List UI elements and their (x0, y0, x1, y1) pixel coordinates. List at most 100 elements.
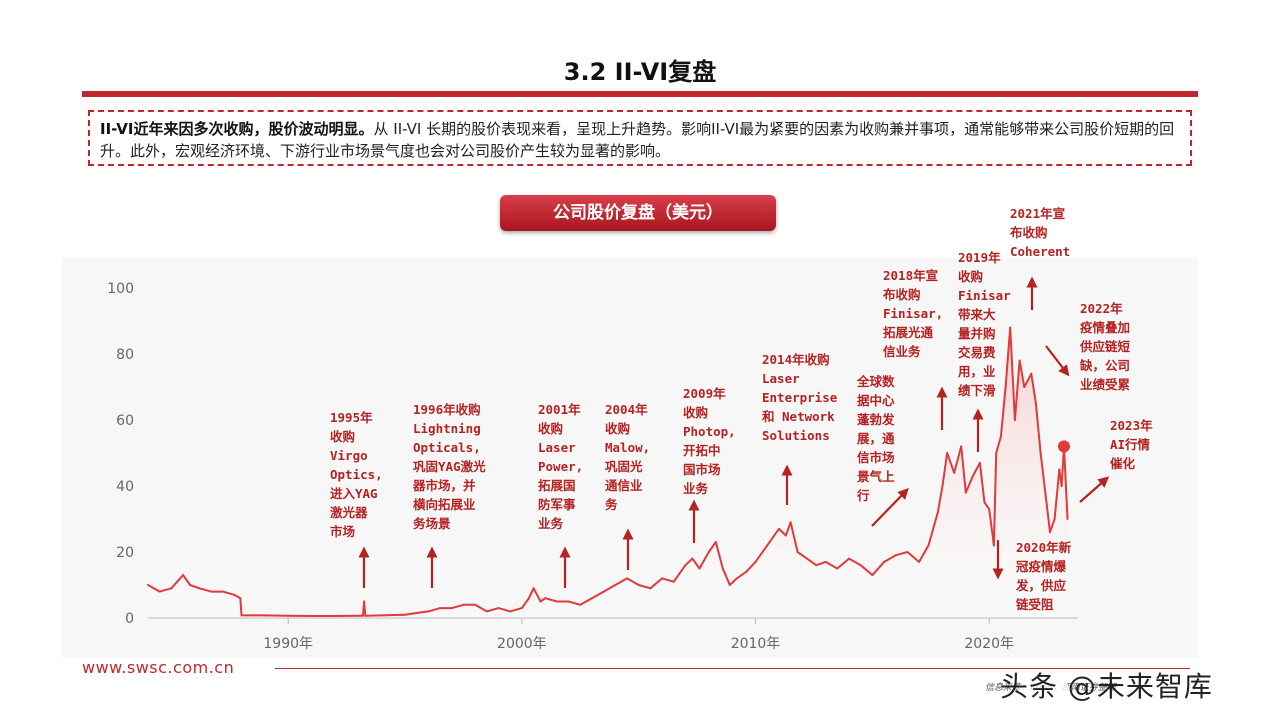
price-line-segment (766, 527, 780, 547)
price-line-segment (221, 590, 236, 596)
price-line-segment (170, 574, 185, 590)
price-line-segment (415, 610, 430, 614)
annotation-line: 务场景 (413, 516, 451, 531)
annotation-line: Laser (762, 371, 800, 386)
price-line-segment (721, 567, 731, 586)
annotation-line: Coherent (1010, 244, 1070, 259)
y-tick-label: 100 (107, 281, 134, 297)
annotation-line: 通信业 (605, 478, 643, 493)
annotation-line: 量并购 (958, 326, 996, 341)
annotation-line: 催化 (1110, 456, 1136, 471)
annotation-line: AI行情 (1110, 437, 1151, 452)
y-tick-label: 40 (116, 479, 134, 495)
annotation-arrow (1045, 345, 1070, 377)
price-line-segment (380, 613, 406, 617)
annotation-line: 器市场，并 (412, 478, 476, 493)
price-line-segment (363, 600, 367, 617)
annotation-arrow (871, 488, 909, 527)
annotation-line: 交易费 (958, 345, 996, 360)
annotation-line: Finisar (958, 288, 1011, 303)
annotation-line: 展，通 (857, 431, 895, 446)
price-line-segment (992, 452, 998, 547)
annotation-line: Lightning (413, 421, 481, 436)
price-line-segment (1009, 326, 1016, 421)
price-line-segment (936, 485, 944, 514)
y-tick-label: 80 (116, 347, 134, 363)
price-line-segment (1053, 468, 1061, 520)
price-line-segment (239, 597, 243, 617)
price-line-segment (906, 551, 921, 563)
annotation-arrows (358, 276, 1110, 588)
annotation-line: 缺，公司 (1080, 358, 1130, 373)
annotation-line: 收购 (683, 405, 708, 420)
annotation-line: 和 Network (761, 409, 835, 424)
price-line-segment (649, 577, 664, 590)
price-line-segment (978, 461, 986, 504)
summary-text: 从 II-VI 长期的股价表现来看，呈现上升趋势。影响II-VI最为紧要的因素为… (100, 120, 1175, 160)
annotation-line: 信业务 (883, 344, 921, 359)
annotation-line: 防军事 (538, 497, 576, 512)
price-line-segment (485, 607, 500, 613)
price-line-segment (995, 435, 1002, 454)
annotation-line: Power, (538, 459, 583, 474)
title-divider (82, 91, 1198, 97)
annotation-text: 1995年收购 Virgo Optics, 进入YAG 激光器市场 (330, 410, 383, 539)
annotation-line: 市场 (330, 524, 355, 539)
price-line-segment (1013, 359, 1021, 421)
annotation-text: 2018年宣布收购 Finisar, 拓展光通信业务 (883, 268, 943, 359)
annotation-line: 务 (605, 497, 618, 512)
price-line-segment (1039, 452, 1047, 494)
price-line-segment (815, 560, 827, 567)
price-line-segment (777, 527, 787, 537)
annotation-line: 收购 (605, 421, 630, 436)
annotation-line: 用，业 (957, 364, 996, 379)
x-tick-label: 2010年 (731, 636, 781, 652)
annotation-text: 2014年收购 Laser Enterprise 和 Network Solutions (761, 352, 838, 443)
footer-url[interactable]: www.swsc.com.cn (82, 658, 235, 677)
annotation-line: 业务 (683, 481, 709, 496)
price-line-segment (796, 551, 808, 560)
annotation-line: 发，供应 (1015, 578, 1067, 593)
annotation-line: Laser (538, 440, 576, 455)
annotation-line: Photop, (683, 424, 736, 439)
price-line-segment (859, 564, 874, 577)
price-line-segment (404, 612, 418, 616)
price-line-segment (672, 564, 687, 583)
price-line-segment (983, 501, 991, 511)
slide-title: 3.2 II-VI复盘 (563, 58, 717, 86)
summary-bold-text: II-VI近年来因多次收购，股价波动明显。 (100, 120, 374, 138)
price-line-segment (971, 461, 981, 478)
price-line-segment (883, 554, 897, 563)
price-line-segment (602, 584, 617, 593)
x-tick-label: 1990年 (263, 636, 313, 652)
y-tick-label: 0 (125, 611, 134, 627)
annotation-line: 蓬勃发 (857, 412, 895, 427)
price-line-segment (999, 386, 1007, 438)
annotation-line: 收购 (538, 421, 563, 436)
annotation-line: 2004年 (605, 402, 648, 417)
price-line-segment (567, 600, 582, 606)
price-line-segment (147, 584, 161, 593)
price-line-segment (579, 597, 593, 606)
price-line-segment (848, 557, 862, 567)
summary-box: II-VI近年来因多次收购，股价波动明显。从 II-VI 长期的股价表现来看，呈… (88, 110, 1192, 166)
annotation-text: 1996年收购 Lightning Opticals, 巩固YAG激光器市场，并横向拓… (412, 402, 486, 531)
annotation-line: Opticals, (413, 440, 481, 455)
price-area (148, 327, 1068, 618)
price-line-segment (189, 584, 201, 590)
latest-price-dot (1057, 440, 1070, 453)
price-line-segment (894, 551, 909, 557)
price-line-segment (946, 452, 956, 474)
price-line-segment (1030, 372, 1037, 405)
price-line-segment (784, 521, 792, 537)
price-line-segment (953, 445, 963, 474)
price-line-segment (1023, 372, 1033, 388)
annotation-line: 2014年收购 (762, 352, 830, 367)
annotation-line: 带来大 (958, 307, 996, 322)
annotation-line: 开拓中 (683, 443, 721, 458)
annotation-line: 收购 (330, 429, 355, 444)
chart-title-badge: 公司股价复盘（美元） (500, 195, 776, 231)
annotation-line: 2019年 (958, 250, 1001, 265)
annotation-line: 国市场 (683, 462, 721, 477)
